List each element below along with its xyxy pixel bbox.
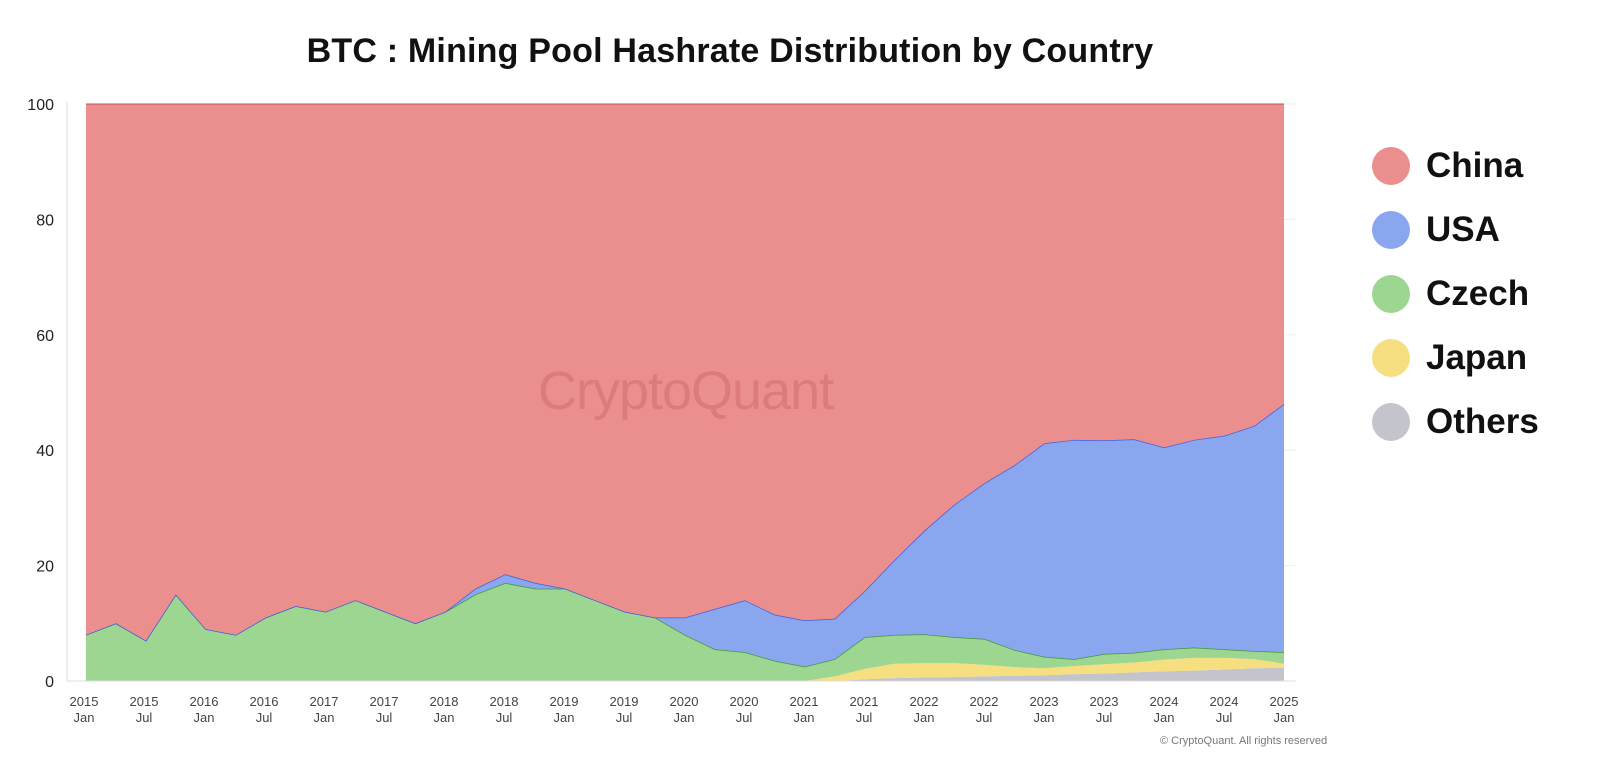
x-tick-year: 2019 (550, 694, 579, 709)
x-tick-month: Jul (256, 710, 273, 725)
legend-label-czech: Czech (1426, 274, 1530, 313)
y-tick-label: 20 (36, 559, 54, 576)
x-tick-month: Jan (314, 710, 335, 725)
x-tick-year: 2022 (910, 694, 939, 709)
x-tick-year: 2021 (790, 694, 819, 709)
x-tick-year: 2015 (130, 694, 159, 709)
x-tick-year: 2018 (490, 694, 519, 709)
legend-swatch-others (1372, 403, 1410, 441)
x-tick-year: 2016 (250, 694, 279, 709)
x-tick-month: Jan (914, 710, 935, 725)
x-tick-month: Jan (1154, 710, 1175, 725)
area-china (86, 104, 1284, 641)
legend-label-china: China (1426, 146, 1524, 185)
x-tick-year: 2024 (1210, 694, 1239, 709)
x-tick-year: 2021 (850, 694, 879, 709)
y-tick-label: 80 (36, 212, 54, 229)
area-others (86, 667, 1284, 681)
legend-swatch-china (1372, 147, 1410, 185)
x-tick-year: 2024 (1150, 694, 1179, 709)
y-tick-label: 60 (36, 328, 54, 345)
x-tick-month: Jul (736, 710, 753, 725)
legend-item-japan[interactable]: Japan (1372, 326, 1539, 390)
legend-swatch-japan (1372, 339, 1410, 377)
x-tick-month: Jul (376, 710, 393, 725)
x-tick-month: Jan (674, 710, 695, 725)
x-tick-month: Jul (496, 710, 513, 725)
x-tick-month: Jan (554, 710, 575, 725)
legend-swatch-usa (1372, 211, 1410, 249)
copyright-notice: © CryptoQuant. All rights reserved (1160, 735, 1328, 747)
x-tick-month: Jan (194, 710, 215, 725)
x-tick-month: Jul (856, 710, 873, 725)
x-tick-year: 2015 (70, 694, 99, 709)
y-axis: 0 20 40 60 80 100 (27, 97, 68, 691)
x-tick-year: 2017 (370, 694, 399, 709)
y-tick-label: 100 (27, 97, 54, 114)
x-tick-month: Jan (1274, 710, 1295, 725)
x-tick-year: 2020 (670, 694, 699, 709)
x-tick-year: 2018 (430, 694, 459, 709)
x-tick-month: Jul (976, 710, 993, 725)
legend-swatch-czech (1372, 275, 1410, 313)
x-tick-month: Jul (616, 710, 633, 725)
x-tick-month: Jan (1034, 710, 1055, 725)
legend-item-usa[interactable]: USA (1372, 198, 1539, 262)
x-tick-year: 2023 (1090, 694, 1119, 709)
x-tick-month: Jul (1216, 710, 1233, 725)
x-tick-year: 2017 (310, 694, 339, 709)
x-tick-month: Jan (74, 710, 95, 725)
x-tick-month: Jul (136, 710, 153, 725)
x-tick-year: 2016 (190, 694, 219, 709)
x-tick-year: 2025 (1270, 694, 1299, 709)
legend-item-others[interactable]: Others (1372, 390, 1539, 454)
watermark: CryptoQuant (538, 361, 834, 421)
x-tick-year: 2023 (1030, 694, 1059, 709)
x-tick-month: Jan (434, 710, 455, 725)
legend-item-czech[interactable]: Czech (1372, 262, 1539, 326)
legend-label-usa: USA (1426, 210, 1500, 249)
x-tick-month: Jul (1096, 710, 1113, 725)
x-tick-year: 2020 (730, 694, 759, 709)
y-tick-label: 40 (36, 443, 54, 460)
legend: China USA Czech Japan Others (1372, 134, 1539, 454)
legend-label-others: Others (1426, 402, 1539, 441)
legend-item-china[interactable]: China (1372, 134, 1539, 198)
area-japan (86, 657, 1284, 681)
y-tick-label: 0 (45, 674, 54, 691)
x-axis: 2015Jan2015Jul2016Jan2016Jul2017Jan2017J… (67, 680, 1299, 725)
x-tick-year: 2019 (610, 694, 639, 709)
x-tick-month: Jan (794, 710, 815, 725)
legend-label-japan: Japan (1426, 338, 1528, 377)
area-usa (86, 404, 1284, 667)
x-tick-year: 2022 (970, 694, 999, 709)
stacked-areas (85, 103, 1285, 681)
area-czech (86, 582, 1284, 681)
chart-title: BTC : Mining Pool Hashrate Distribution … (306, 32, 1154, 70)
